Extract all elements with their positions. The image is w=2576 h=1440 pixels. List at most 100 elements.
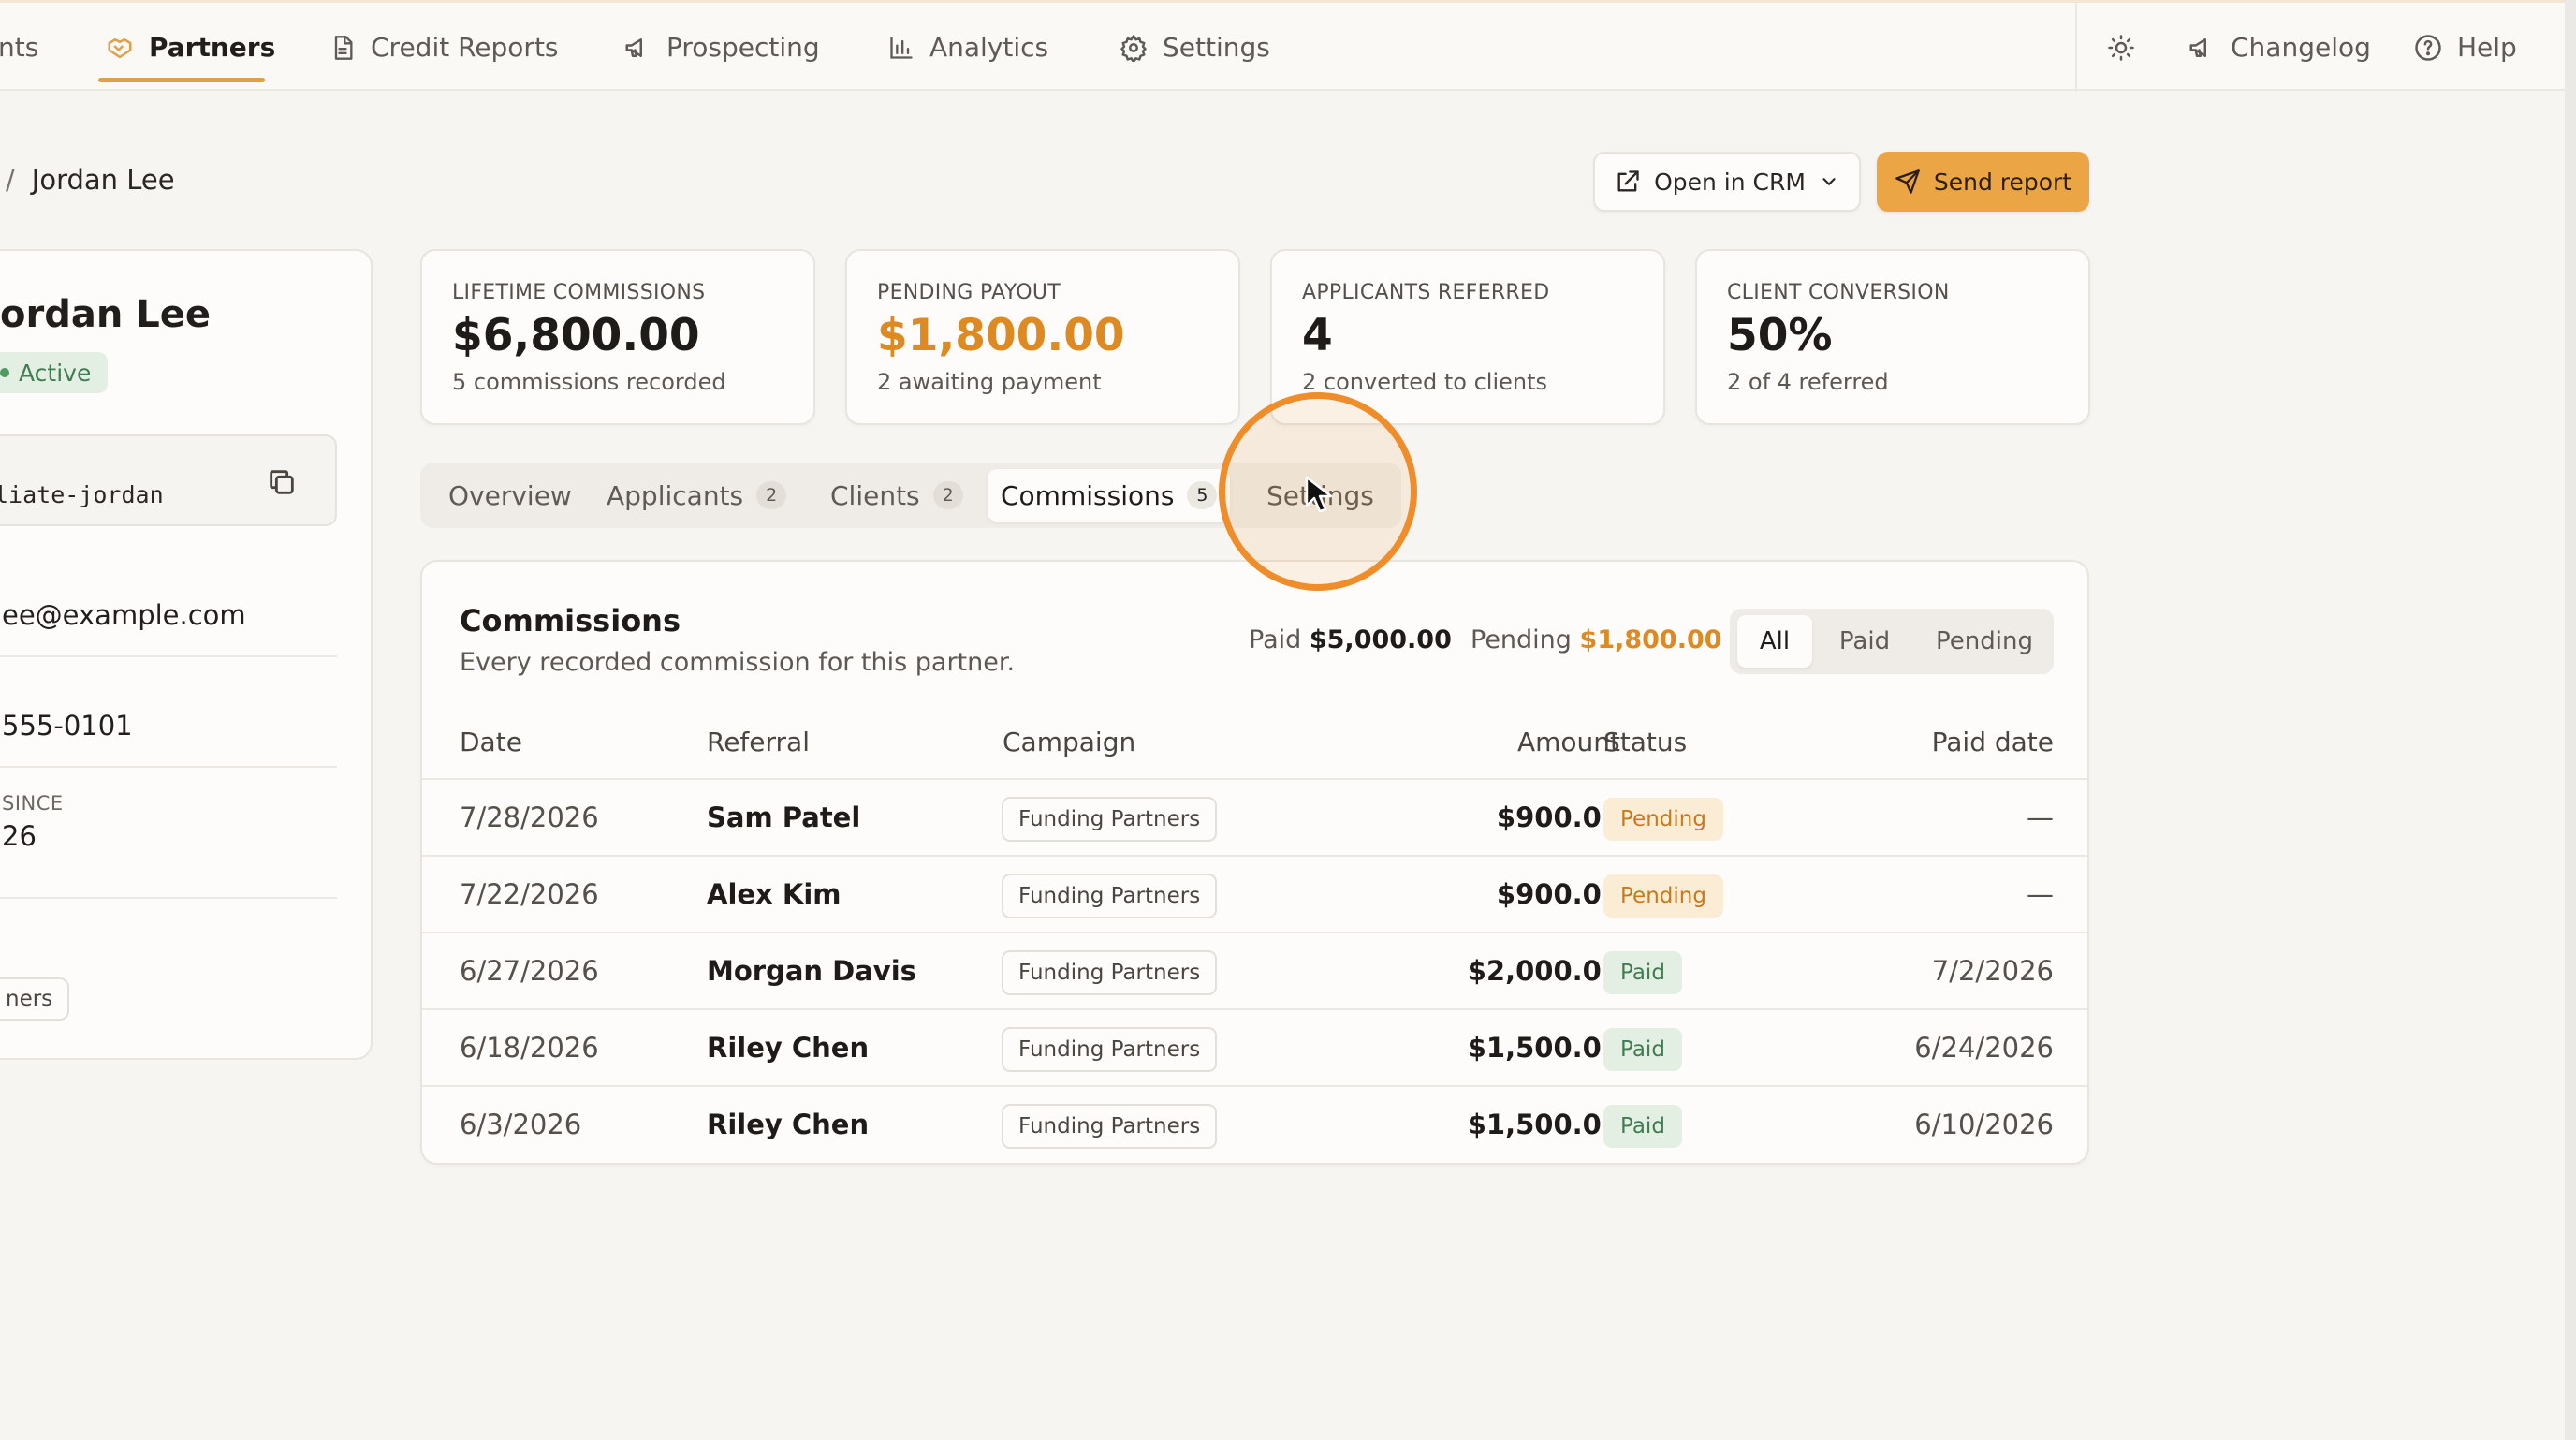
stat-label: CLIENT CONVERSION <box>1727 281 1950 304</box>
tab-label: Commissions <box>1001 479 1175 511</box>
header-divider <box>422 778 2087 780</box>
nav-item-clients[interactable]: nts <box>0 3 38 92</box>
nav-item-label: nts <box>0 32 39 63</box>
column-header-referral[interactable]: Referral <box>707 727 810 757</box>
partner-name: ordan Lee <box>0 293 211 336</box>
handshake-icon <box>108 37 132 58</box>
nav-item-partners[interactable]: Partners <box>106 3 275 92</box>
status-badge: Paid <box>1603 1105 1682 1148</box>
tab-count-badge: 2 <box>756 481 787 509</box>
sun-icon <box>2108 34 2134 61</box>
row-referral[interactable]: Alex Kim <box>707 878 842 910</box>
nav-item-label: Analytics <box>929 32 1049 63</box>
section-title: Commissions <box>460 603 681 639</box>
tab-commissions[interactable]: Commissions 5 <box>988 469 1231 522</box>
row-referral[interactable]: Riley Chen <box>707 1032 870 1064</box>
megaphone-icon <box>2189 37 2206 57</box>
row-paid-date: 7/2/2026 <box>1931 955 2054 987</box>
nav-item-label: Prospecting <box>666 32 820 63</box>
row-divider <box>422 855 2087 857</box>
copy-icon[interactable] <box>266 466 298 498</box>
document-icon <box>334 35 353 60</box>
partner-profile-card: ordan Lee Active liate-jordan ee@example… <box>0 249 373 1060</box>
pending-summary-value: $1,800.00 <box>1579 625 1722 654</box>
mouse-cursor-icon <box>1305 476 1333 513</box>
filter-all[interactable]: All <box>1737 615 1812 668</box>
tab-clients[interactable]: Clients 2 <box>817 469 976 522</box>
help-link[interactable]: Help <box>2414 3 2517 92</box>
megaphone-icon <box>625 37 642 57</box>
row-amount: $2,000.00 <box>1467 955 1620 987</box>
partner-email[interactable]: ee@example.com <box>2 599 246 631</box>
filter-paid[interactable]: Paid <box>1838 627 1891 655</box>
active-nav-indicator <box>98 78 265 82</box>
column-header-date[interactable]: Date <box>460 727 522 757</box>
row-paid-date: 6/24/2026 <box>1914 1032 2054 1064</box>
stat-card-client-conversion: CLIENT CONVERSION 50% 2 of 4 referred <box>1695 249 2090 425</box>
nav-item-label: Credit Reports <box>371 32 559 63</box>
stat-value: $1,800.00 <box>877 310 1125 361</box>
tab-overview[interactable]: Overview <box>435 469 585 522</box>
column-header-campaign[interactable]: Campaign <box>1003 727 1136 757</box>
row-amount: $900.00 <box>1496 801 1620 833</box>
stat-label: PENDING PAYOUT <box>877 281 1061 304</box>
row-date: 6/18/2026 <box>460 1032 599 1064</box>
nav-item-label: Settings <box>1163 32 1270 63</box>
stat-value: 4 <box>1302 310 1333 361</box>
nav-item-label: Partners <box>149 32 276 63</box>
row-campaign-tag: Funding Partners <box>1002 950 1218 995</box>
help-circle-icon <box>2415 34 2441 61</box>
chevron-down-icon <box>1822 178 1836 185</box>
gear-icon <box>1120 34 1147 62</box>
scrollbar-track[interactable] <box>2565 0 2576 1440</box>
changelog-link[interactable]: Changelog <box>2188 3 2371 92</box>
tab-applicants[interactable]: Applicants 2 <box>593 469 799 522</box>
tab-count-badge: 5 <box>1187 481 1218 509</box>
paid-summary: Paid $5,000.00 <box>1249 625 1452 654</box>
nav-item-credit-reports[interactable]: Credit Reports <box>329 3 559 92</box>
section-subtitle: Every recorded commission for this partn… <box>460 648 1016 677</box>
column-header-amount[interactable]: Amount <box>1516 727 1620 757</box>
stat-subtext: 2 awaiting payment <box>877 369 1102 395</box>
stat-card-pending-payout: PENDING PAYOUT $1,800.00 2 awaiting paym… <box>845 249 1240 425</box>
row-referral[interactable]: Morgan Davis <box>707 955 916 987</box>
divider <box>0 897 337 899</box>
send-report-label: Send report <box>1933 168 2072 196</box>
nav-item-settings[interactable]: Settings <box>1120 3 1270 92</box>
row-campaign-tag: Funding Partners <box>1002 874 1218 918</box>
partner-since-value: 26 <box>2 820 37 852</box>
paid-summary-label: Paid <box>1249 625 1302 654</box>
theme-toggle-button[interactable] <box>2107 3 2150 92</box>
column-header-paid-date[interactable]: Paid date <box>1931 727 2054 757</box>
click-highlight-ring <box>1219 392 1417 591</box>
row-amount: $900.00 <box>1496 878 1620 910</box>
row-date: 7/22/2026 <box>460 878 599 910</box>
filter-pending[interactable]: Pending <box>1936 627 2033 655</box>
nav-divider <box>2075 3 2077 92</box>
stat-card-applicants-referred: APPLICANTS REFERRED 4 2 converted to cli… <box>1270 249 1665 425</box>
open-in-crm-label: Open in CRM <box>1654 168 1806 196</box>
bar-chart-icon <box>890 36 913 59</box>
stat-label: APPLICANTS REFERRED <box>1302 281 1550 304</box>
nav-item-analytics[interactable]: Analytics <box>888 3 1048 92</box>
breadcrumb-separator: / <box>6 164 15 196</box>
referral-code: liate-jordan <box>0 481 164 508</box>
tab-label: Applicants <box>607 479 744 511</box>
status-badge: Pending <box>1603 874 1723 918</box>
row-date: 6/3/2026 <box>460 1109 582 1140</box>
paid-summary-value: $5,000.00 <box>1309 625 1452 654</box>
status-badge: Active <box>0 352 109 393</box>
stat-label: LIFETIME COMMISSIONS <box>452 281 706 304</box>
partner-phone[interactable]: 555-0101 <box>2 710 133 742</box>
commissions-card: Commissions Every recorded commission fo… <box>420 560 2089 1165</box>
pending-summary: Pending $1,800.00 <box>1471 625 1722 654</box>
send-report-button[interactable]: Send report <box>1877 152 2089 212</box>
row-referral[interactable]: Riley Chen <box>707 1109 870 1140</box>
column-header-status[interactable]: Status <box>1603 727 1688 757</box>
row-amount: $1,500.00 <box>1467 1109 1620 1140</box>
breadcrumb: / Jordan Lee <box>6 164 175 196</box>
nav-item-prospecting[interactable]: Prospecting <box>623 3 820 92</box>
open-in-crm-button[interactable]: Open in CRM <box>1593 152 1861 212</box>
row-referral[interactable]: Sam Patel <box>707 801 861 833</box>
status-label: Active <box>19 359 92 387</box>
